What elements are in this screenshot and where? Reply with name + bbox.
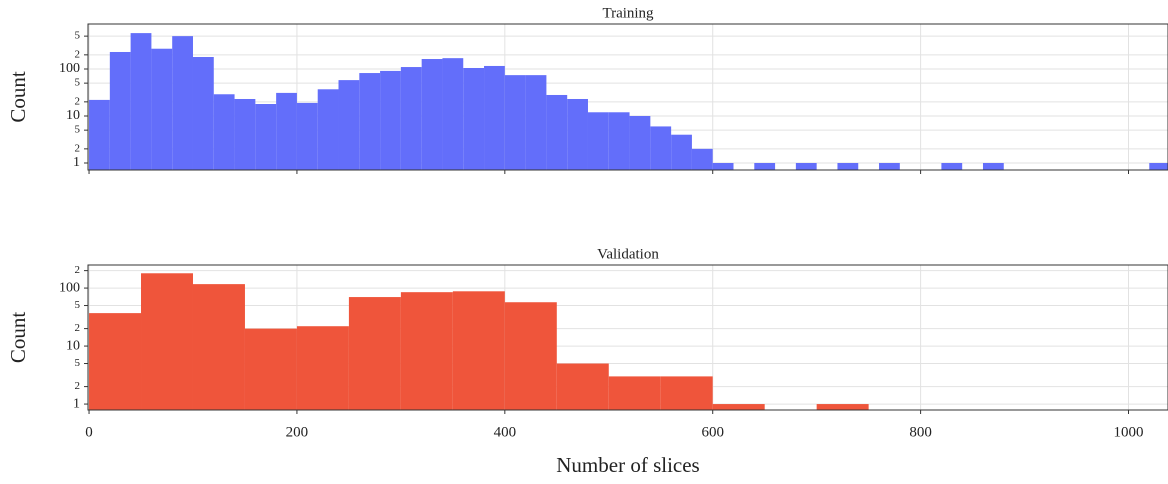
plot-frame <box>87 23 1168 171</box>
y-tick-label: 5 <box>75 357 81 369</box>
y-tick-label: 2 <box>75 322 81 334</box>
x-tick-label: 600 <box>701 424 724 440</box>
bar <box>660 376 713 410</box>
bar <box>587 112 609 170</box>
bar <box>608 112 630 170</box>
y-tick-label: 100 <box>59 280 80 295</box>
y-tick-label: 5 <box>75 299 81 311</box>
y-tick-label: 2 <box>75 380 81 392</box>
bar <box>296 102 318 170</box>
x-tick-label: 200 <box>286 424 309 440</box>
bar <box>795 163 817 170</box>
bar <box>546 94 568 170</box>
bar <box>348 297 401 410</box>
y-tick-label: 2 <box>75 142 81 154</box>
bar <box>296 326 349 410</box>
bar <box>754 163 776 170</box>
bar <box>504 302 557 410</box>
bar <box>629 116 651 170</box>
bar <box>338 80 360 170</box>
bar <box>452 291 505 410</box>
y-tick-label: 10 <box>66 338 80 353</box>
y-tick-label: 1 <box>73 155 80 170</box>
bar <box>244 328 297 410</box>
x-tick-label: 1000 <box>1114 424 1144 440</box>
bar <box>556 363 609 410</box>
bar <box>504 75 526 170</box>
bar <box>837 163 859 170</box>
y-tick-label: 2 <box>75 95 81 107</box>
bar <box>671 134 692 170</box>
bar <box>400 292 453 410</box>
x-axis-label: Number of slices <box>556 453 699 477</box>
bar <box>712 163 734 170</box>
bar <box>380 70 401 170</box>
bar <box>691 148 713 170</box>
y-tick-label: 5 <box>75 124 81 136</box>
bar <box>525 75 547 170</box>
bar <box>359 73 381 170</box>
bar <box>213 94 235 170</box>
bar <box>255 104 277 170</box>
y-axis-label: Count <box>6 312 30 364</box>
y-tick-label: 100 <box>59 61 80 76</box>
bar <box>192 56 214 170</box>
bar <box>442 58 464 170</box>
bar <box>608 376 661 410</box>
bar <box>941 163 963 170</box>
y-tick-label: 2 <box>75 48 81 60</box>
x-tick-label: 400 <box>494 424 517 440</box>
panel-title: Validation <box>597 246 659 262</box>
bar <box>463 67 485 170</box>
bar <box>484 65 505 170</box>
y-tick-label: 10 <box>66 108 80 123</box>
bar <box>172 36 193 171</box>
bar <box>982 163 1004 170</box>
y-axis-label: Count <box>6 71 30 123</box>
bar <box>1149 163 1168 170</box>
y-tick-label: 2 <box>75 264 81 276</box>
y-tick-label: 5 <box>75 30 81 42</box>
bar <box>879 163 900 170</box>
bar <box>151 48 173 170</box>
bar <box>109 51 131 170</box>
bar <box>192 284 245 410</box>
bar <box>89 99 110 170</box>
bar <box>89 313 142 410</box>
plot-frame <box>87 264 1168 411</box>
panel-title: Training <box>602 5 654 21</box>
bar <box>276 92 297 170</box>
bar <box>141 273 193 410</box>
bar <box>234 98 256 170</box>
bar <box>400 67 422 170</box>
bar <box>317 89 339 170</box>
bar <box>421 59 443 171</box>
x-tick-label: 800 <box>909 424 932 440</box>
bar <box>712 404 765 410</box>
bar <box>816 404 869 410</box>
x-tick-label: 0 <box>85 424 93 440</box>
y-tick-label: 1 <box>73 396 80 411</box>
y-tick-label: 5 <box>75 77 81 89</box>
bar <box>567 98 588 170</box>
bar <box>130 33 152 171</box>
bar <box>650 126 672 170</box>
